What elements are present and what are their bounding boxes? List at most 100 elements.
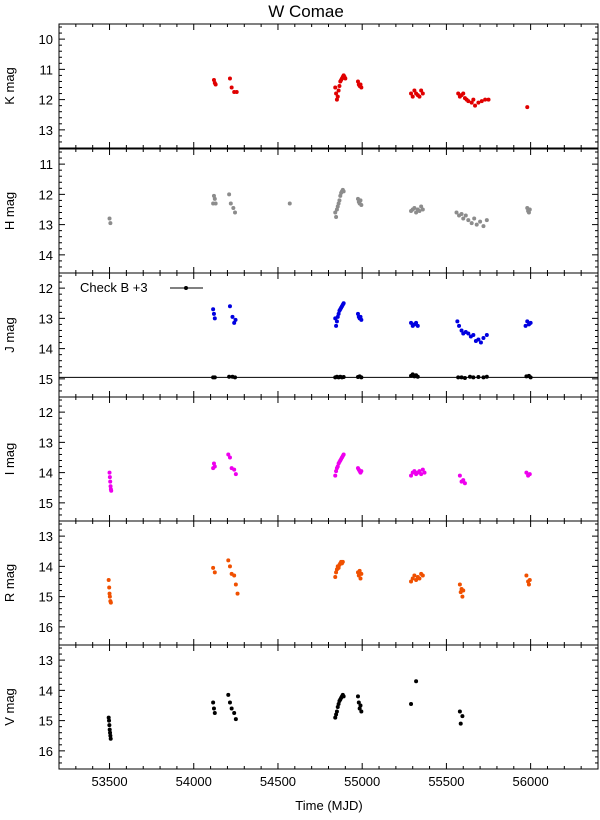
y-tick-label: 12 — [39, 187, 53, 202]
panel-frame — [58, 23, 599, 149]
data-point — [212, 316, 217, 321]
data-point — [343, 76, 348, 81]
data-point — [341, 694, 346, 699]
x-tick-label: 54000 — [176, 774, 212, 789]
data-point — [459, 375, 464, 380]
data-point — [456, 91, 461, 96]
data-point — [213, 201, 218, 206]
data-point — [107, 723, 112, 728]
y-tick-label: 12 — [39, 281, 53, 296]
data-point — [212, 711, 217, 716]
data-point — [359, 202, 364, 207]
data-point — [212, 375, 217, 380]
y-tick-label: 16 — [39, 744, 53, 759]
data-point — [358, 198, 363, 203]
data-point — [334, 323, 339, 328]
x-tick-labels: 53500 54000 54500 55000 55500 56000 — [91, 774, 548, 789]
data-point — [420, 91, 425, 96]
panel-v: 13 14 15 16 V mag — [2, 644, 599, 770]
data-point — [415, 323, 420, 328]
y-axis-title-i: I mag — [2, 443, 17, 476]
data-point — [226, 558, 231, 563]
data-point — [525, 319, 530, 324]
data-point — [455, 319, 460, 324]
data-point — [419, 472, 424, 477]
data-point — [358, 703, 363, 708]
data-point — [341, 375, 346, 380]
y-tick-label: 11 — [40, 62, 54, 77]
data-point — [335, 705, 340, 709]
panel-h: 11 12 13 14 H mag — [2, 148, 599, 274]
series-r-0 — [106, 558, 532, 605]
data-point — [334, 215, 339, 220]
data-point — [227, 374, 232, 379]
data-point — [478, 219, 483, 224]
data-point — [484, 218, 489, 223]
data-point — [232, 320, 237, 325]
data-point — [107, 591, 112, 596]
x-tick-label: 56000 — [513, 774, 549, 789]
data-point — [457, 582, 462, 587]
data-point — [211, 307, 216, 312]
y-tick-label: 12 — [39, 93, 53, 108]
data-point — [336, 201, 341, 206]
data-point — [478, 340, 483, 345]
panel-frame — [58, 148, 599, 274]
data-point — [226, 692, 231, 697]
data-point — [466, 99, 471, 104]
data-point — [211, 565, 216, 570]
x-tick-label: 54500 — [260, 774, 296, 789]
data-point — [527, 472, 532, 477]
data-point — [106, 577, 111, 582]
y-tick-label: 13 — [39, 435, 53, 450]
data-point — [481, 375, 486, 380]
data-point — [412, 469, 417, 474]
data-point — [108, 600, 113, 605]
data-point — [463, 213, 468, 218]
data-point — [227, 304, 232, 309]
data-point — [340, 559, 345, 564]
data-point — [108, 484, 113, 489]
data-point — [334, 469, 339, 474]
data-point — [412, 573, 417, 578]
data-point — [359, 709, 364, 714]
y-tick-label: 13 — [39, 529, 53, 544]
data-point — [486, 97, 491, 102]
data-point — [227, 455, 232, 460]
data-point — [341, 189, 346, 194]
data-point — [107, 727, 112, 732]
series-j-1 — [211, 372, 533, 380]
data-point — [469, 221, 474, 226]
data-point — [108, 479, 113, 484]
data-point — [233, 317, 238, 322]
data-point — [229, 706, 234, 711]
chart-title: W Comae — [268, 2, 344, 21]
data-point — [338, 193, 343, 198]
data-point — [409, 701, 414, 706]
data-point — [420, 573, 425, 578]
y-tick-label: 14 — [39, 466, 53, 481]
data-point — [233, 582, 238, 587]
data-point — [341, 301, 346, 306]
panels-layer: 10 11 12 13 K mag 11 12 13 14 H mag 12 13 14 15 J mag C… — [2, 23, 599, 789]
data-point — [335, 314, 340, 319]
data-point — [333, 473, 338, 478]
data-point — [524, 573, 529, 578]
data-point — [417, 576, 422, 581]
y-tick-label: 15 — [39, 496, 53, 511]
data-point — [335, 204, 340, 209]
data-point — [211, 700, 216, 705]
data-point — [335, 464, 340, 469]
x-tick-label: 55500 — [428, 774, 464, 789]
data-point — [336, 311, 341, 316]
data-point — [107, 475, 112, 480]
data-point — [341, 452, 346, 457]
panel-frame — [58, 520, 599, 646]
data-point — [420, 207, 425, 212]
panel-frame — [58, 644, 599, 770]
data-point — [334, 207, 339, 212]
data-point — [417, 94, 422, 99]
data-point — [336, 701, 341, 706]
data-point — [358, 576, 363, 581]
data-point — [473, 103, 478, 108]
